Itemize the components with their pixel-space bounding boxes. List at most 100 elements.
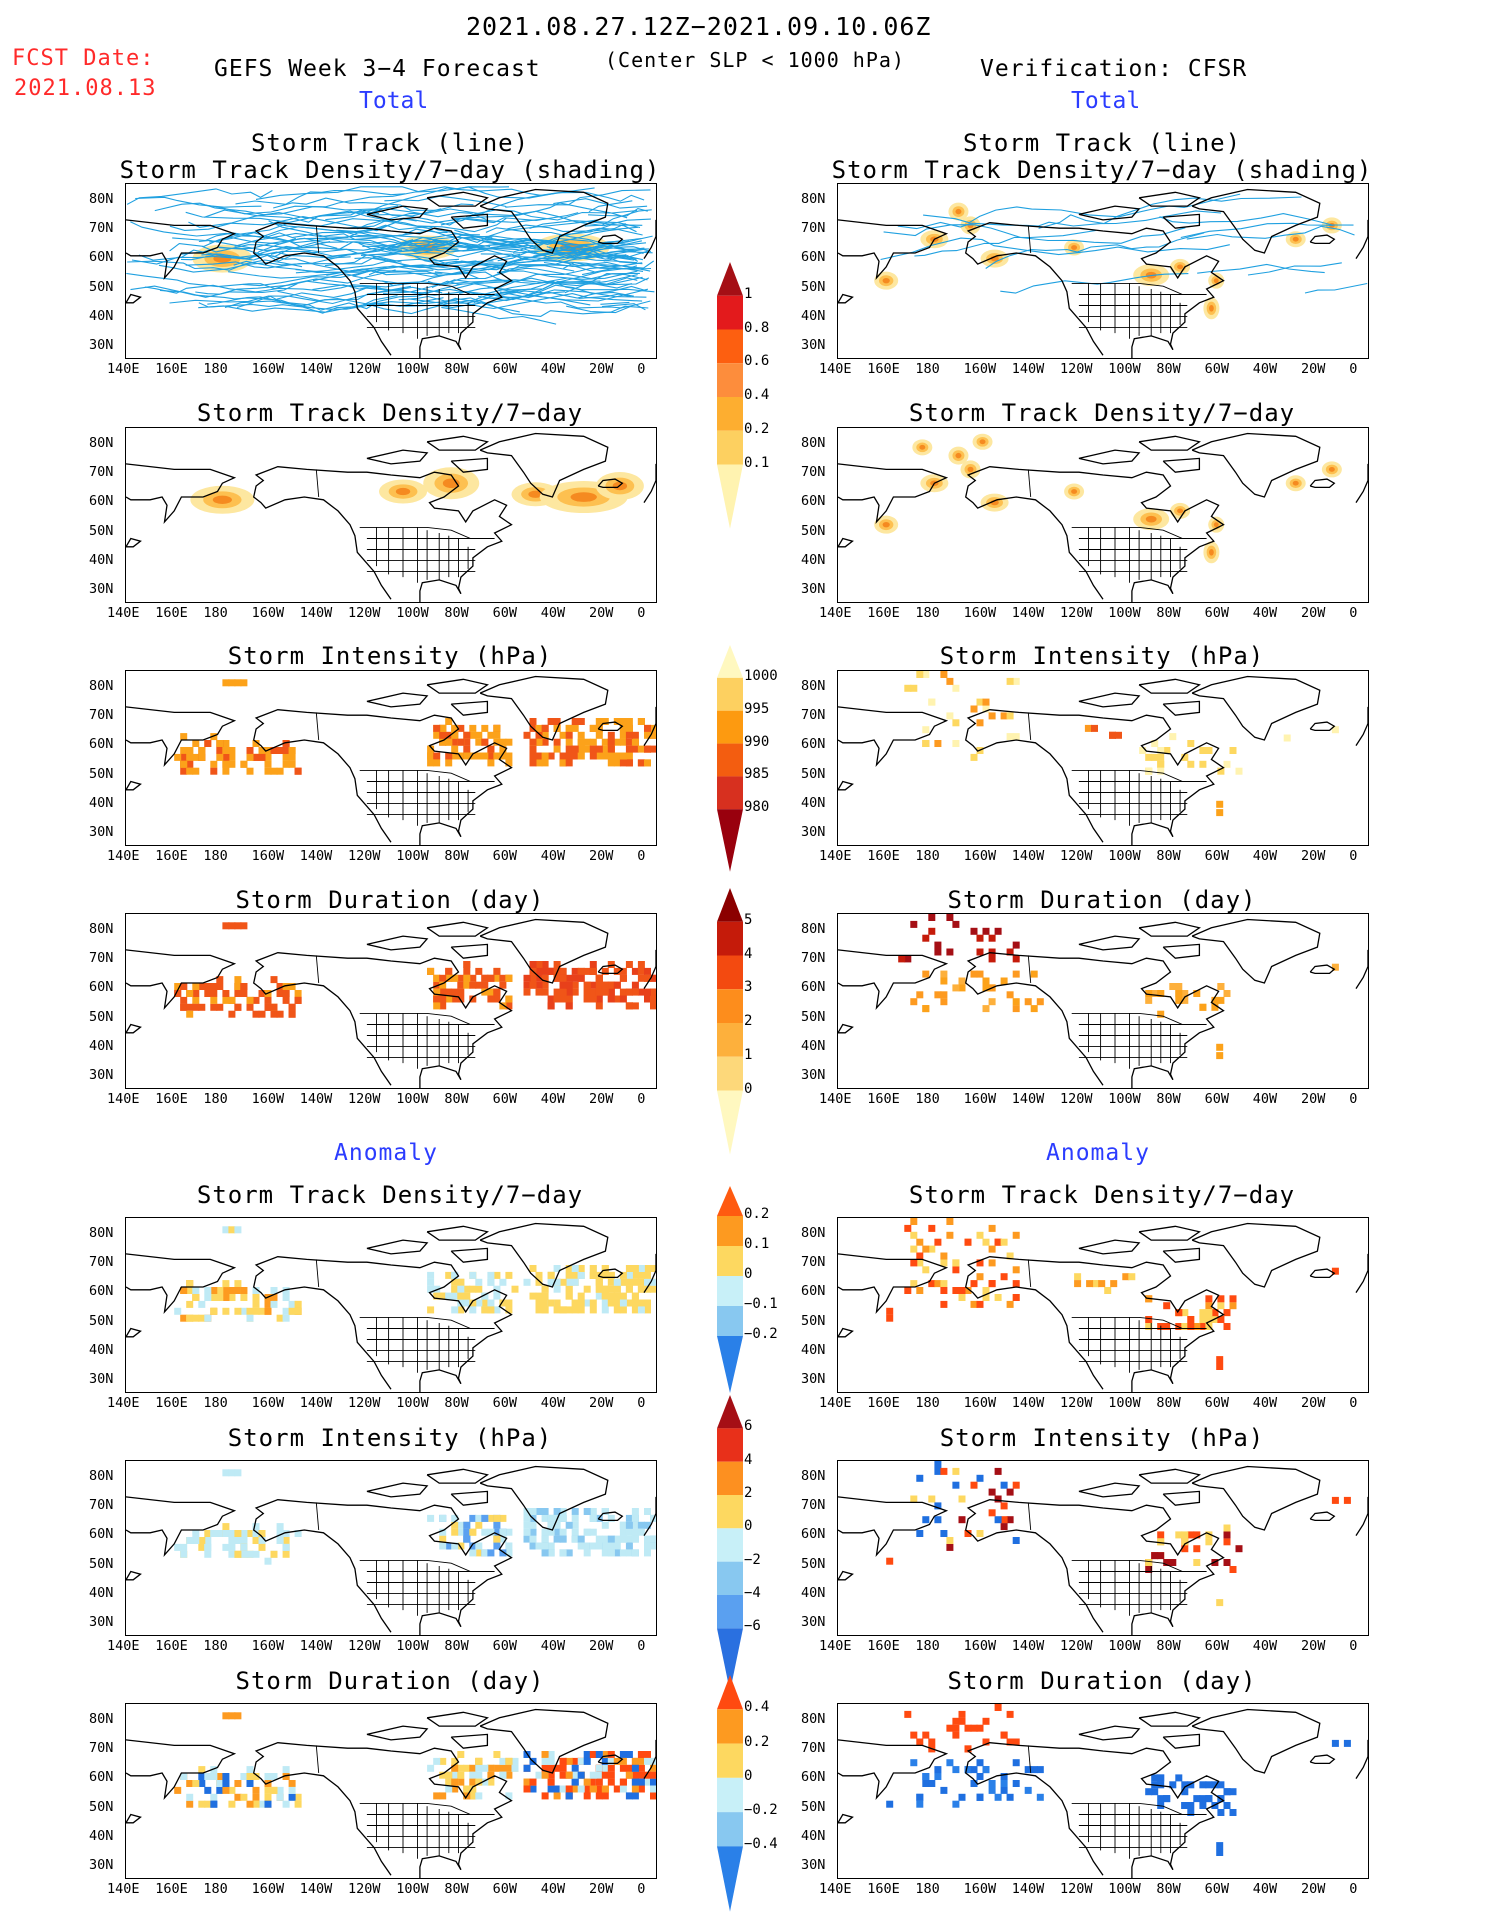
grid-cell [234,1780,242,1787]
grid-cell [595,718,603,725]
colorbar-label: −0.2 [744,1802,778,1819]
grid-cell [613,759,621,767]
grid-cell [505,1002,513,1010]
grid-cell [1193,1531,1201,1539]
lon-tick-label: 140W [1011,361,1045,377]
coastline [1078,449,1141,465]
grid-cell [451,731,459,739]
grid-cell [976,719,984,727]
grid-cell [1193,1795,1201,1803]
grid-cell [571,1757,579,1765]
grid-cell [922,1780,930,1787]
grid-cell [1216,1052,1224,1060]
colorbar-label: −2 [744,1551,761,1568]
coastline [838,537,854,548]
grid-cell [1343,1739,1351,1747]
grid-cell [1157,1552,1165,1560]
lon-tick-label: 20W [589,848,614,864]
grid-cell [625,731,633,739]
grid-cell [288,1010,296,1018]
grid-cell [258,1010,266,1018]
political-boundary [1071,1559,1207,1572]
grid-cell [1012,970,1020,978]
grid-cell [523,1778,531,1786]
grid-cell [469,1549,477,1557]
grid-cell [1030,1766,1038,1774]
grid-cell [553,1764,561,1772]
lon-tick-label: 140W [299,605,333,621]
grid-cell [916,671,924,678]
grid-cell [1012,955,1020,963]
grid-cell [535,961,543,968]
grid-cell [228,1469,236,1477]
grid-cell [565,1521,573,1529]
grid-cell [270,1287,278,1294]
grid-cell [631,1299,639,1307]
grid-cell [1012,733,1020,741]
grid-cell [958,1495,966,1503]
grid-cell [1223,1323,1231,1330]
grid-cell [976,1259,984,1267]
lon-tick-label: 140E [819,1881,852,1897]
lon-tick-label: 140W [1011,605,1045,621]
coastline [643,949,656,989]
grid-cell [204,1550,212,1558]
grid-cell [180,1773,188,1780]
grid-cell [1000,1786,1008,1794]
panel-title-intensity-left: Storm Intensity (hPa) [227,642,553,670]
grid-cell [1151,753,1159,761]
grid-cell [499,1535,507,1543]
grid-cell [535,1508,543,1515]
grid-cell [535,759,543,767]
grid-cell [222,1543,230,1551]
coastline [597,721,624,732]
grid-cell [1157,1531,1165,1539]
grid-cell [240,922,248,930]
grid-cell [505,752,513,760]
grid-cell [541,1542,549,1550]
grid-cell [1006,1300,1014,1308]
lat-tick-label: 30N [89,337,114,353]
storm-track-line [398,295,649,317]
map-canvas [126,186,656,358]
coastline [479,1465,609,1531]
lat-tick-label: 40N [89,1037,114,1054]
grid-cell [264,1800,272,1808]
lon-tick-label: 40W [1252,1638,1278,1654]
storm-track-line [985,232,1205,269]
grid-cell [427,1285,435,1293]
grid-cell [631,1535,639,1543]
grid-cell [1181,1545,1189,1553]
grid-cell [541,961,549,968]
coastline [450,1490,489,1506]
density-shade [882,521,890,528]
grid-cell [982,984,990,992]
grid-cell [463,967,471,975]
lat-tick-label: 60N [89,736,114,753]
grid-cell [595,1771,603,1779]
storm-track-line [546,246,653,255]
grid-cell [192,753,200,761]
grid-cell [234,1712,242,1720]
grid-cell [457,738,465,746]
grid-cell [1217,996,1225,1004]
grid-cell [240,1287,248,1294]
grid-cell [234,1307,242,1315]
grid-cell [469,1528,477,1536]
grid-cell [493,1292,501,1300]
grid-cell [222,1780,230,1787]
grid-cell [469,1514,477,1522]
grid-cell [988,955,996,963]
grid-cell [222,740,230,747]
grid-cell [631,1528,639,1536]
grid-cell [1217,1316,1225,1323]
grid-cell [451,1785,459,1793]
grid-cell [463,731,471,739]
grid-cell [234,1469,242,1477]
grid-cell [964,1724,972,1732]
lon-tick-label: 60W [1204,361,1229,377]
grid-cell [234,1530,242,1537]
grid-cell [644,759,651,767]
grid-cell [529,981,537,989]
grid-cell [192,996,200,1004]
